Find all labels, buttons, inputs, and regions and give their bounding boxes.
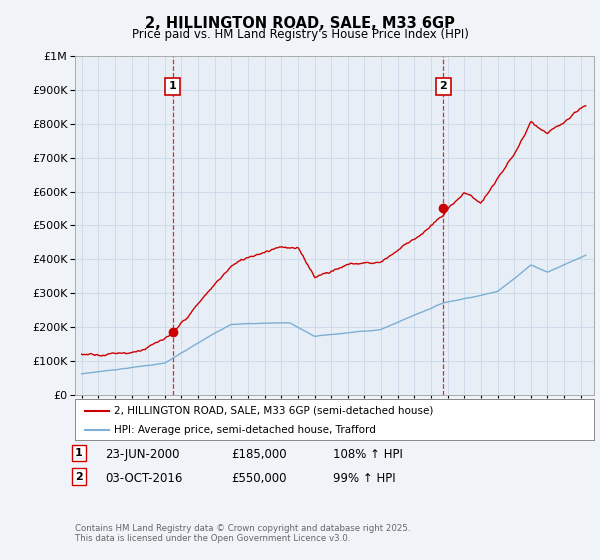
Text: 2, HILLINGTON ROAD, SALE, M33 6GP (semi-detached house): 2, HILLINGTON ROAD, SALE, M33 6GP (semi-… (114, 405, 433, 416)
Text: 1: 1 (75, 448, 83, 458)
Text: HPI: Average price, semi-detached house, Trafford: HPI: Average price, semi-detached house,… (114, 424, 376, 435)
Text: 2: 2 (75, 472, 83, 482)
Text: 1: 1 (169, 82, 176, 91)
Text: Price paid vs. HM Land Registry's House Price Index (HPI): Price paid vs. HM Land Registry's House … (131, 28, 469, 41)
Text: £550,000: £550,000 (231, 472, 287, 484)
Text: 108% ↑ HPI: 108% ↑ HPI (333, 448, 403, 461)
Text: 99% ↑ HPI: 99% ↑ HPI (333, 472, 395, 484)
Text: 03-OCT-2016: 03-OCT-2016 (105, 472, 182, 484)
Text: 23-JUN-2000: 23-JUN-2000 (105, 448, 179, 461)
Text: 2, HILLINGTON ROAD, SALE, M33 6GP: 2, HILLINGTON ROAD, SALE, M33 6GP (145, 16, 455, 31)
Text: £185,000: £185,000 (231, 448, 287, 461)
Text: Contains HM Land Registry data © Crown copyright and database right 2025.
This d: Contains HM Land Registry data © Crown c… (75, 524, 410, 543)
Text: 2: 2 (440, 82, 448, 91)
